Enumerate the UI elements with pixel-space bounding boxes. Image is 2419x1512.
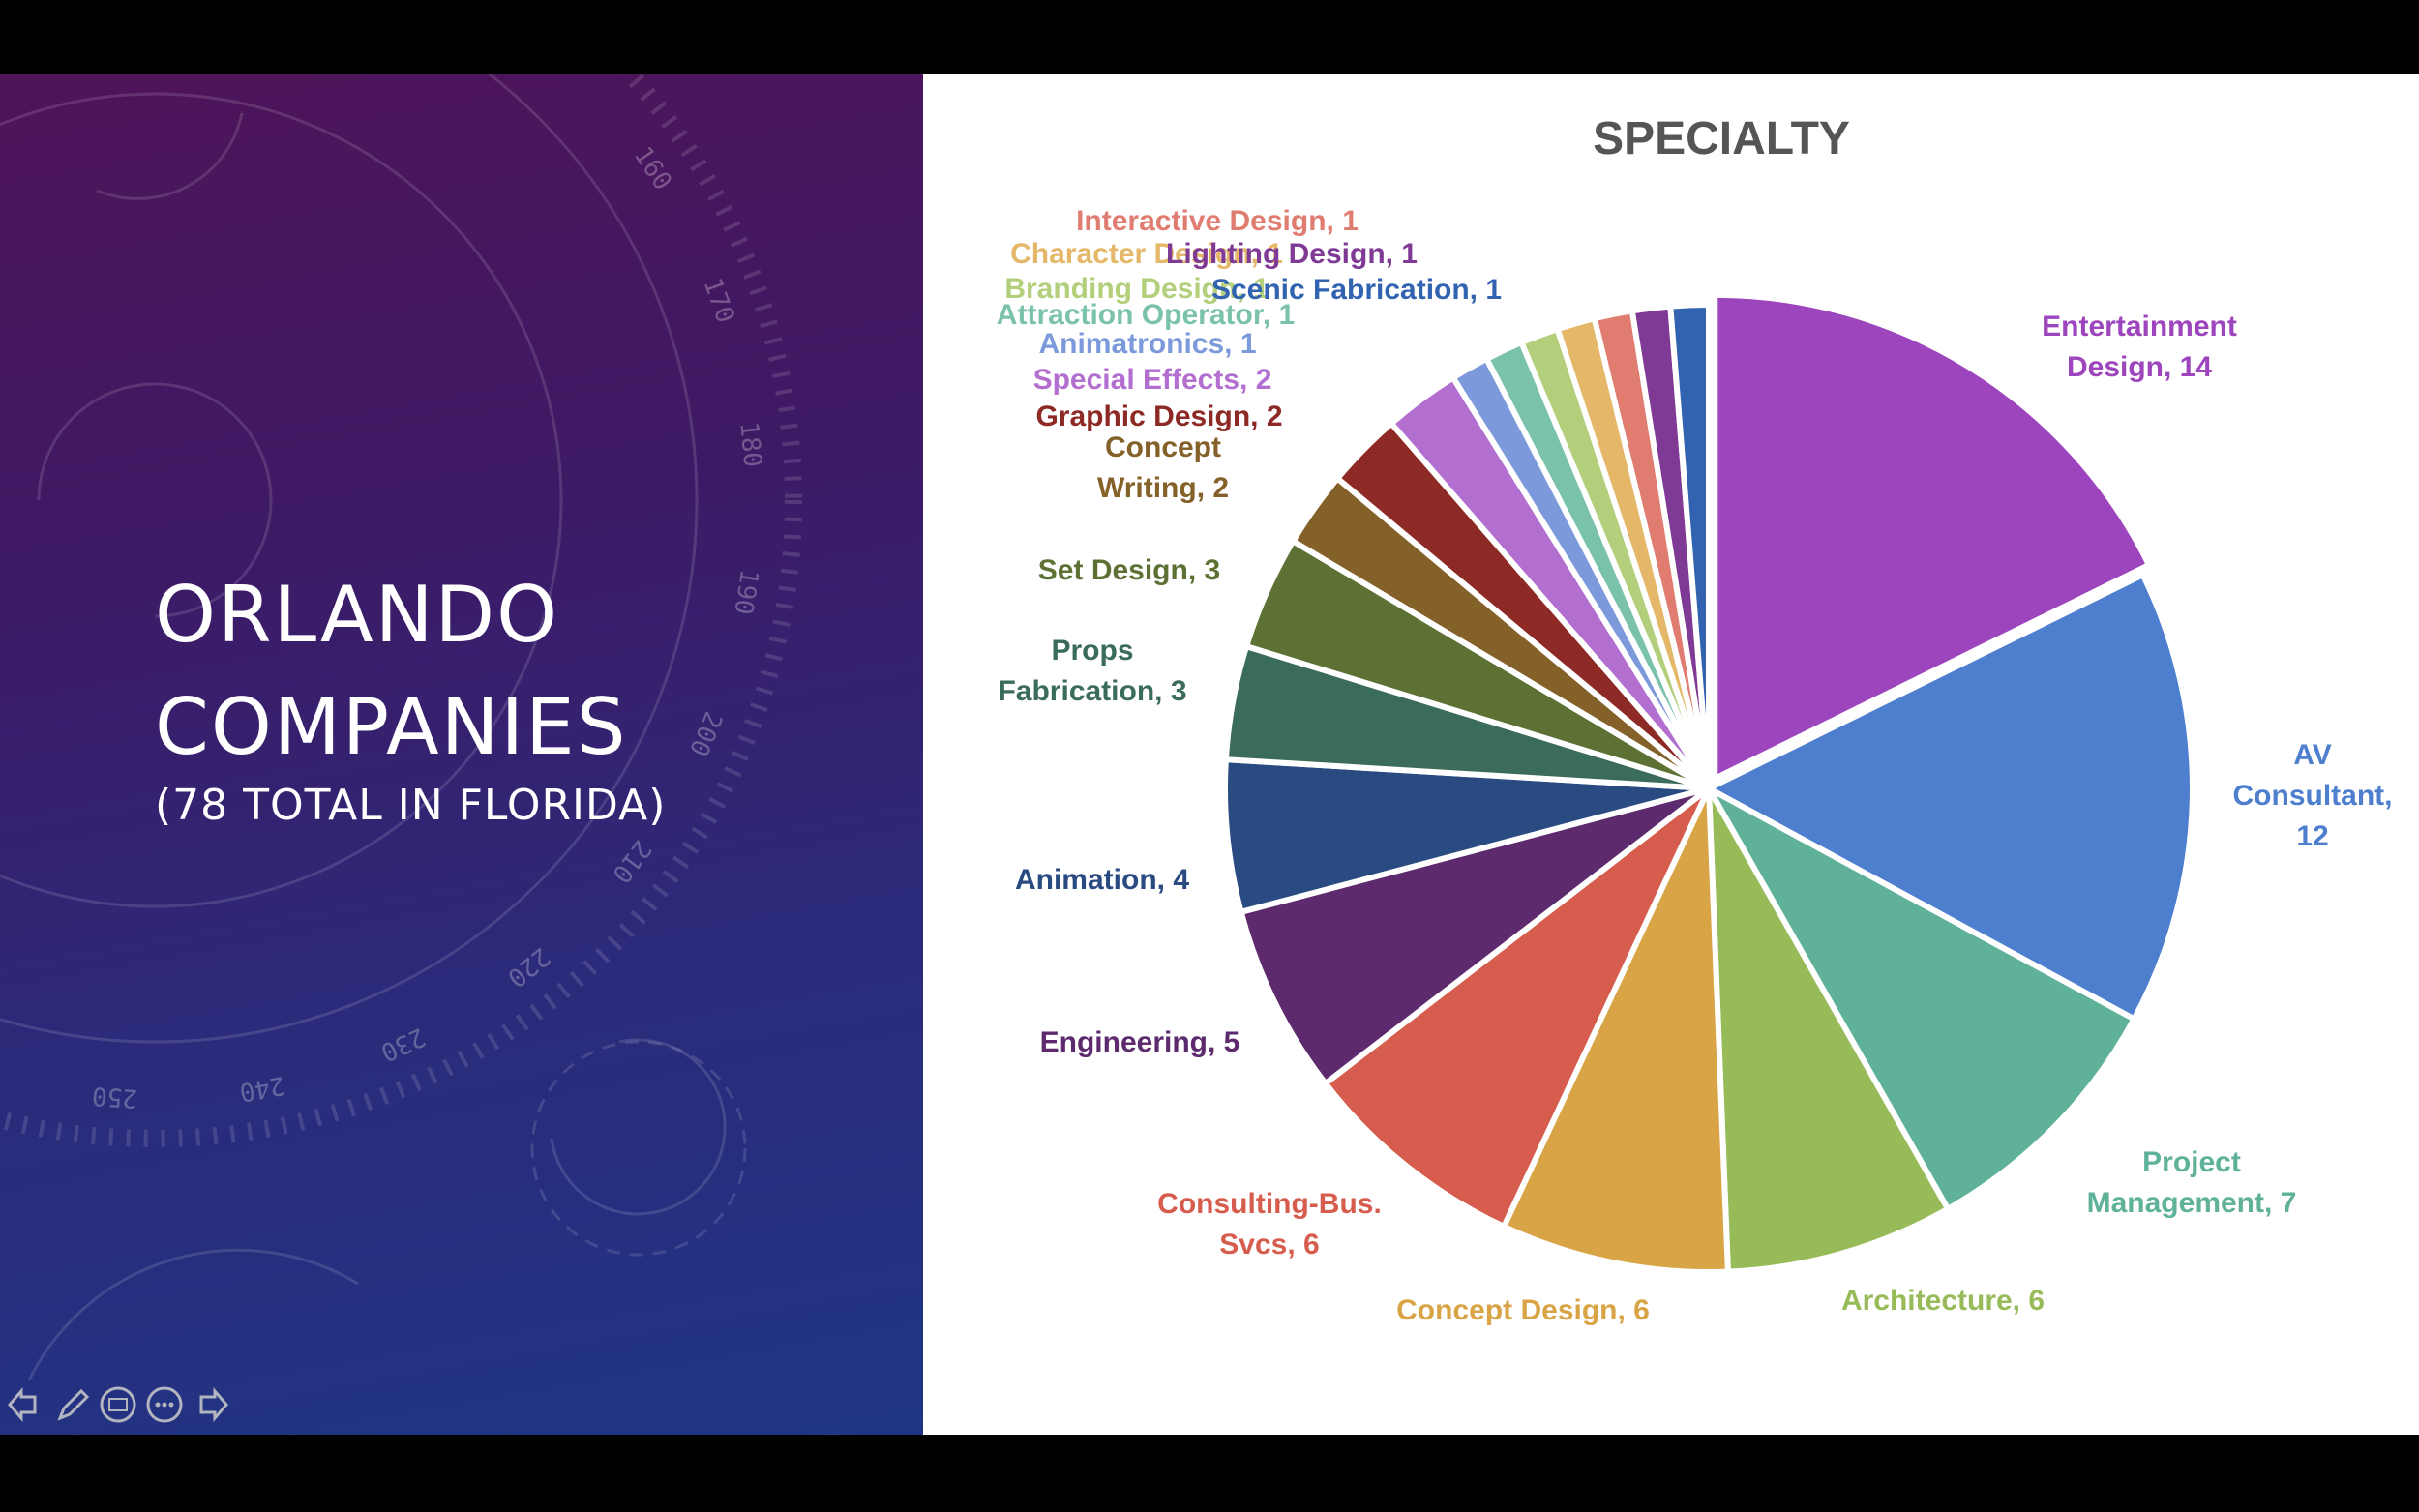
next-arrow-icon — [199, 1386, 228, 1423]
pie-slice — [1712, 291, 2152, 782]
slide: 40150160170180190200210220230240250260 O… — [0, 74, 2419, 1435]
pie-data-label: Interactive Design, 1 — [1076, 205, 1359, 237]
pie-slice — [1238, 786, 1712, 1086]
prev-arrow-icon — [8, 1386, 37, 1423]
slide-subtitle: (78 TOTAL IN FLORIDA) — [155, 781, 667, 830]
title-panel: 40150160170180190200210220230240250260 O… — [0, 74, 923, 1435]
pie-data-label: Animatronics, 1 — [1038, 328, 1256, 360]
pie-data-label: Props Fabrication, 3 — [998, 635, 1186, 707]
pie-data-label: AV Consultant, 12 — [2233, 739, 2393, 852]
pie-data-label: Animation, 4 — [1015, 864, 1189, 896]
pen-icon — [57, 1388, 90, 1421]
pie-data-label: Graphic Design, 2 — [1035, 400, 1282, 432]
pie-data-label: Lighting Design, 1 — [1166, 238, 1418, 270]
slide-title-line-1: ORLANDO — [155, 570, 560, 660]
pie-data-label: Engineering, 5 — [1040, 1026, 1240, 1058]
pie-slice — [1222, 756, 1712, 915]
pie-data-label: Set Design, 3 — [1038, 554, 1220, 586]
pie-data-label: Project Management, 7 — [2087, 1146, 2297, 1219]
dial-tick-label: 150 — [529, 74, 582, 83]
dial-tick-label: 200 — [683, 707, 728, 760]
pie-slice — [1667, 302, 1712, 791]
dial-decoration: 40150160170180190200210220230240250260 — [0, 74, 802, 1381]
pie-data-label: Concept Design, 6 — [1396, 1294, 1650, 1326]
pie-data-label: Scenic Fabrication, 1 — [1211, 274, 1502, 306]
pie-slice — [1501, 786, 1731, 1275]
next-slide-button[interactable] — [192, 1385, 230, 1424]
pie-data-label: Concept Writing, 2 — [1097, 431, 1229, 504]
dial-tick-label: 240 — [237, 1070, 287, 1107]
dial-tick-label: 250 — [91, 1081, 138, 1112]
pie-data-label: Special Effects, 2 — [1033, 364, 1272, 396]
presentation-nav — [0, 1380, 230, 1429]
dial-tick-label: 220 — [501, 941, 554, 993]
dial-tick-label: 180 — [733, 421, 766, 469]
chart-panel: SPECIALTY Entertainment Design, 14 AV Consu… — [923, 74, 2419, 1435]
pie-data-label: Entertainment Design, 14 — [2042, 311, 2237, 383]
pen-tool-button[interactable] — [52, 1385, 91, 1424]
pie-data-label: Attraction Operator, 1 — [997, 299, 1295, 331]
pie-chart: SPECIALTY Entertainment Design, 14 AV Consu… — [997, 113, 2393, 1326]
dial-tick-label: 160 — [628, 142, 677, 196]
pie-data-label: Architecture, 6 — [1841, 1285, 2045, 1317]
pie-data-label: Consulting-Bus. Svcs, 6 — [1157, 1188, 1382, 1260]
pie-slice — [1706, 572, 2195, 1023]
slide-title-line-2: COMPANIES — [155, 682, 628, 772]
dial-tick-label: 210 — [606, 835, 656, 889]
pie-data-label: Branding Design, 1 — [1004, 273, 1269, 305]
slides-icon — [100, 1386, 136, 1423]
pie-slice — [1706, 786, 1952, 1275]
dial-tick-label: 190 — [728, 567, 763, 616]
more-icon — [146, 1386, 183, 1423]
dial-tick-label: 170 — [698, 275, 740, 327]
pie-slice — [1322, 786, 1712, 1230]
dial-tick-label: 230 — [376, 1022, 430, 1067]
more-options-button[interactable] — [145, 1385, 184, 1424]
pie-slice — [1706, 786, 2137, 1212]
prev-slide-button[interactable] — [6, 1385, 45, 1424]
chart-title: SPECIALTY — [1593, 113, 1850, 164]
see-all-slides-button[interactable] — [99, 1385, 137, 1424]
pie-data-label: Character Design, 1 — [1010, 238, 1283, 270]
